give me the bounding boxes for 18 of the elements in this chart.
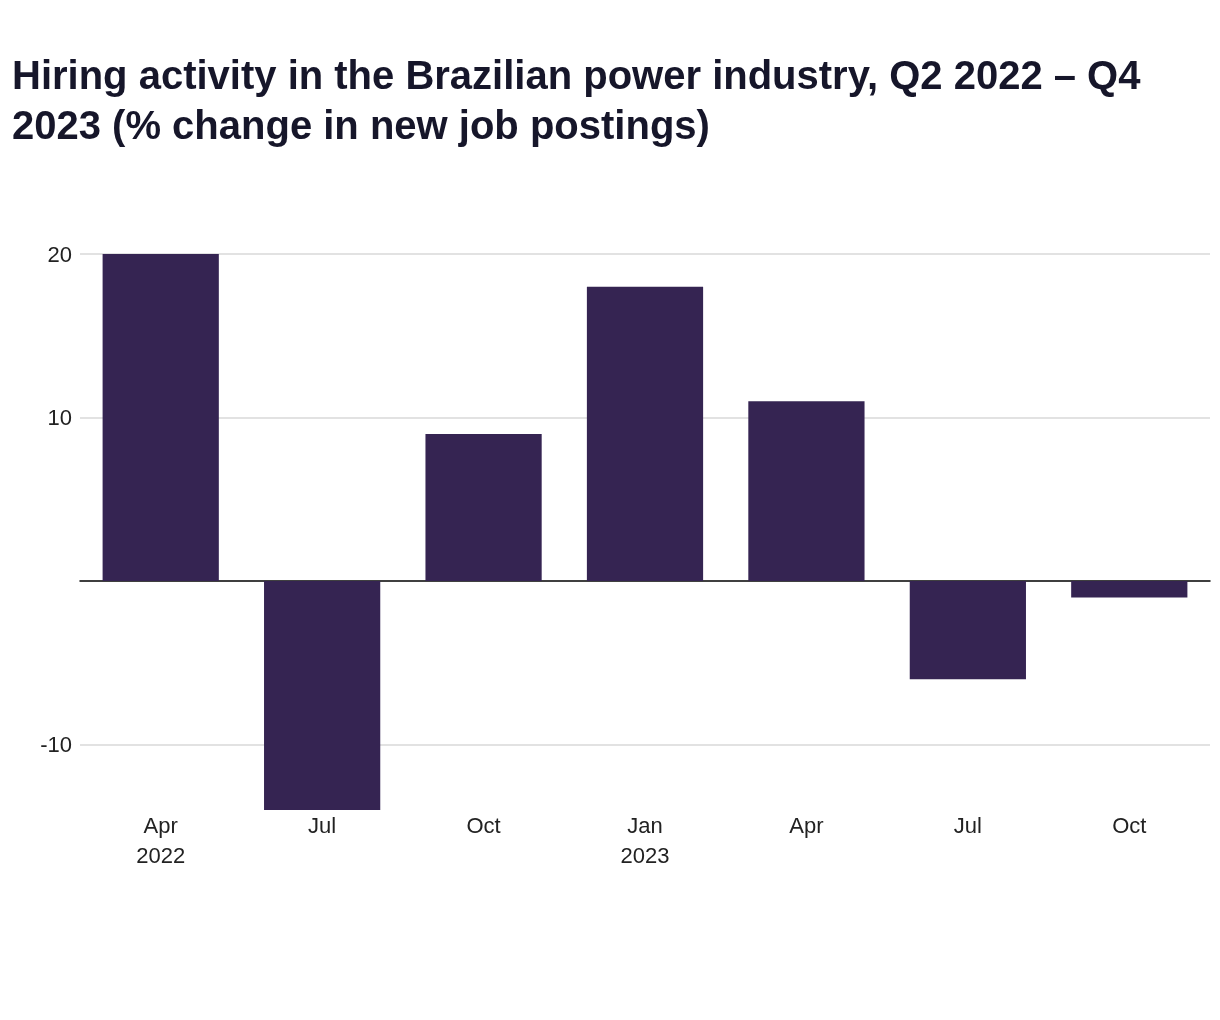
- x-tick-label: Oct: [1112, 812, 1147, 838]
- chart-title: Hiring activity in the Brazilian power industry, Q2 2022 – Q4 2023 (% change in new job postings): [12, 52, 1142, 149]
- bar: [586, 286, 704, 582]
- bar: [1071, 581, 1188, 598]
- x-tick-label: Jan 2023: [620, 812, 670, 868]
- x-tick-label: Jul: [308, 812, 337, 838]
- x-tick-label: Jul: [953, 812, 982, 838]
- bar: [909, 581, 1026, 680]
- x-tick-label: Apr: [789, 812, 824, 838]
- y-tick-label: 10: [47, 405, 72, 431]
- x-tick-label: Apr 2022: [136, 812, 186, 868]
- y-tick-label: -10: [40, 732, 72, 758]
- y-tick-label: 20: [47, 241, 72, 267]
- x-tick-label: Oct: [466, 812, 501, 838]
- bar: [425, 433, 542, 582]
- bar: [102, 254, 219, 582]
- bar: [264, 581, 381, 810]
- bar: [748, 401, 865, 582]
